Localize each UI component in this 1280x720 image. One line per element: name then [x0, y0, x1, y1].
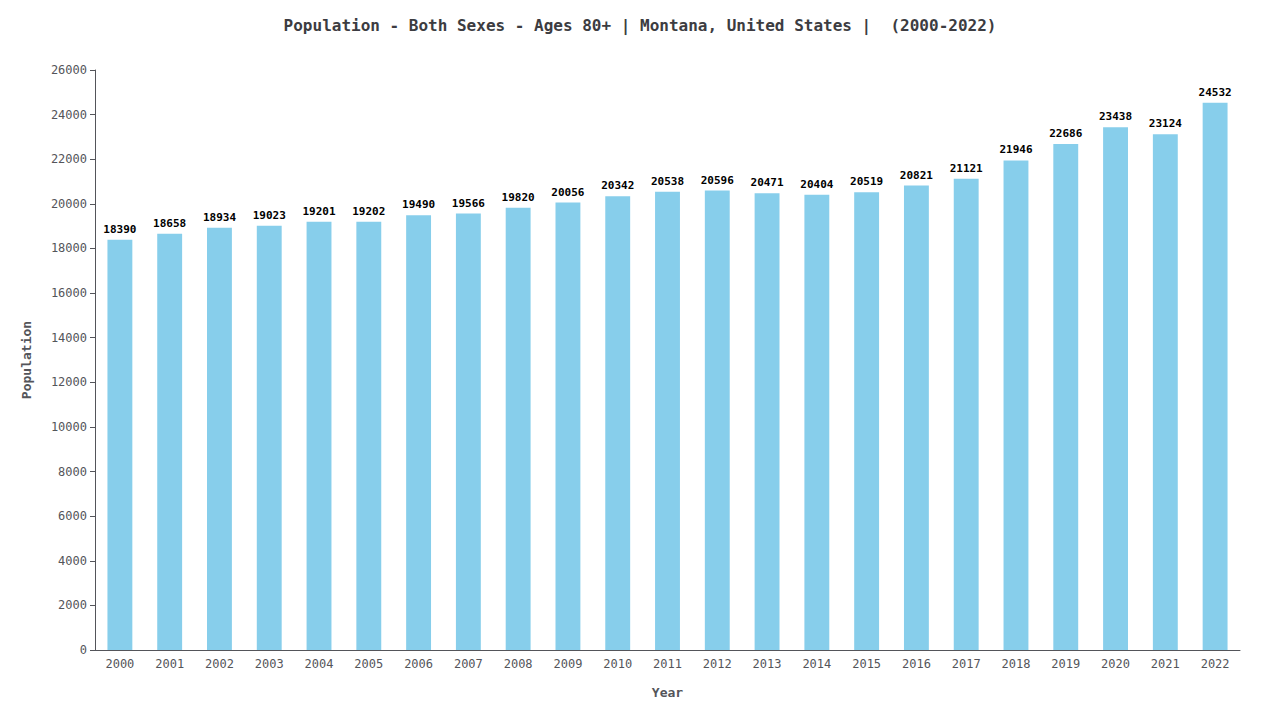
svg-text:2000: 2000 [58, 598, 87, 612]
svg-text:0: 0 [80, 643, 87, 657]
svg-text:2009: 2009 [553, 657, 582, 671]
svg-text:2010: 2010 [603, 657, 632, 671]
svg-text:2004: 2004 [305, 657, 334, 671]
svg-text:22000: 22000 [51, 152, 87, 166]
svg-text:2020: 2020 [1101, 657, 1130, 671]
svg-text:14000: 14000 [51, 331, 87, 345]
svg-text:23124: 23124 [1149, 117, 1182, 130]
svg-text:12000: 12000 [51, 375, 87, 389]
svg-text:2014: 2014 [802, 657, 831, 671]
svg-text:19023: 19023 [253, 209, 286, 222]
svg-text:24532: 24532 [1199, 86, 1232, 99]
svg-text:2011: 2011 [653, 657, 682, 671]
svg-text:20056: 20056 [551, 186, 584, 199]
svg-text:16000: 16000 [51, 286, 87, 300]
svg-text:18390: 18390 [103, 223, 136, 236]
svg-text:20519: 20519 [850, 175, 883, 188]
svg-text:2021: 2021 [1151, 657, 1180, 671]
svg-text:20000: 20000 [51, 197, 87, 211]
svg-text:19820: 19820 [502, 191, 535, 204]
svg-text:19202: 19202 [352, 205, 385, 218]
svg-text:26000: 26000 [51, 63, 87, 77]
svg-text:24000: 24000 [51, 108, 87, 122]
svg-text:19566: 19566 [452, 197, 485, 210]
svg-text:21946: 21946 [999, 143, 1032, 156]
svg-text:2018: 2018 [1002, 657, 1031, 671]
svg-text:2007: 2007 [454, 657, 483, 671]
svg-text:20342: 20342 [601, 179, 634, 192]
svg-text:2022: 2022 [1201, 657, 1230, 671]
svg-text:18934: 18934 [203, 211, 236, 224]
svg-text:23438: 23438 [1099, 110, 1132, 123]
svg-text:8000: 8000 [58, 465, 87, 479]
svg-text:20821: 20821 [900, 169, 933, 182]
svg-text:2001: 2001 [155, 657, 184, 671]
svg-text:20471: 20471 [751, 176, 784, 189]
svg-text:10000: 10000 [51, 420, 87, 434]
svg-text:2005: 2005 [354, 657, 383, 671]
svg-text:21121: 21121 [950, 162, 983, 175]
svg-text:19490: 19490 [402, 198, 435, 211]
svg-text:2008: 2008 [504, 657, 533, 671]
svg-text:2019: 2019 [1051, 657, 1080, 671]
svg-text:20538: 20538 [651, 175, 684, 188]
svg-text:2006: 2006 [404, 657, 433, 671]
svg-text:2000: 2000 [105, 657, 134, 671]
svg-text:20404: 20404 [800, 178, 833, 191]
svg-text:18000: 18000 [51, 241, 87, 255]
svg-text:2016: 2016 [902, 657, 931, 671]
svg-text:2015: 2015 [852, 657, 881, 671]
svg-text:18658: 18658 [153, 217, 186, 230]
svg-text:6000: 6000 [58, 509, 87, 523]
svg-text:Population - Both Sexes - Ages: Population - Both Sexes - Ages 80+ | Mon… [284, 16, 997, 36]
svg-text:Population: Population [19, 321, 34, 399]
svg-text:2013: 2013 [753, 657, 782, 671]
svg-text:Year: Year [652, 685, 683, 700]
svg-text:19201: 19201 [302, 205, 335, 218]
svg-text:22686: 22686 [1049, 127, 1082, 140]
svg-text:4000: 4000 [58, 554, 87, 568]
svg-text:2003: 2003 [255, 657, 284, 671]
svg-text:2017: 2017 [952, 657, 981, 671]
svg-text:2012: 2012 [703, 657, 732, 671]
svg-text:20596: 20596 [701, 174, 734, 187]
svg-text:2002: 2002 [205, 657, 234, 671]
